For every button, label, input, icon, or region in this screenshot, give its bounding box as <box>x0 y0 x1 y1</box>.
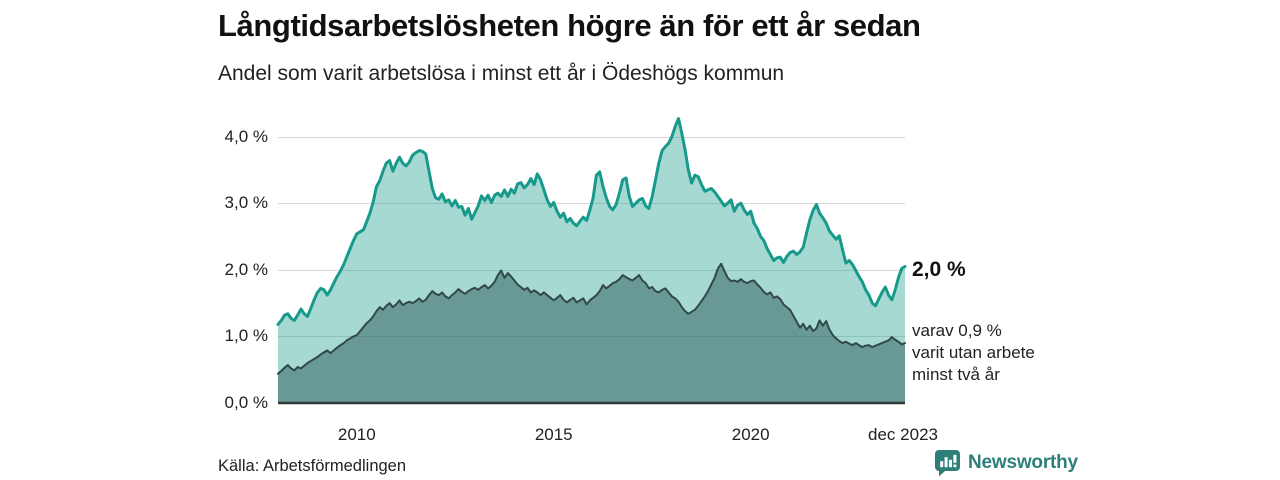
source-caption: Källa: Arbetsförmedlingen <box>218 457 407 475</box>
newsworthy-bubble-chart-icon <box>934 449 961 477</box>
x-tick-label: dec 2023 <box>868 425 938 444</box>
page-title: Långtidsarbetslösheten högre än för ett … <box>218 8 921 43</box>
newsworthy-wordmark: Newsworthy <box>968 452 1078 473</box>
end-sub-line-3: minst två år <box>912 365 1000 384</box>
area-fill-one-year <box>278 118 905 403</box>
y-tick-label: 1,0 % <box>224 326 268 346</box>
x-tick-label: 2020 <box>731 425 770 444</box>
end-value-label: 2,0 % <box>912 258 966 281</box>
end-sub-line-1: varav 0,9 % <box>912 321 1002 340</box>
y-tick-label: 4,0 % <box>224 126 268 146</box>
x-tick-label: 2010 <box>337 425 376 444</box>
newsworthy-logo[interactable]: Newsworthy <box>934 449 1078 477</box>
page-subtitle: Andel som varit arbetslösa i minst ett å… <box>218 62 785 85</box>
series-line-one-year <box>276 117 907 326</box>
y-tick-label: 0,0 % <box>224 393 268 412</box>
y-tick-label: 3,0 % <box>224 193 268 213</box>
end-sub-annotation: varav 0,9 % varit utan arbete minst två … <box>912 320 1035 386</box>
series-line-two-years <box>277 262 906 375</box>
end-sub-line-2: varit utan arbete <box>912 343 1035 362</box>
area-fill-two-years <box>278 263 905 403</box>
gridlines <box>278 137 905 337</box>
y-tick-label: 2,0 % <box>224 259 268 279</box>
x-tick-label: 2015 <box>534 425 573 444</box>
